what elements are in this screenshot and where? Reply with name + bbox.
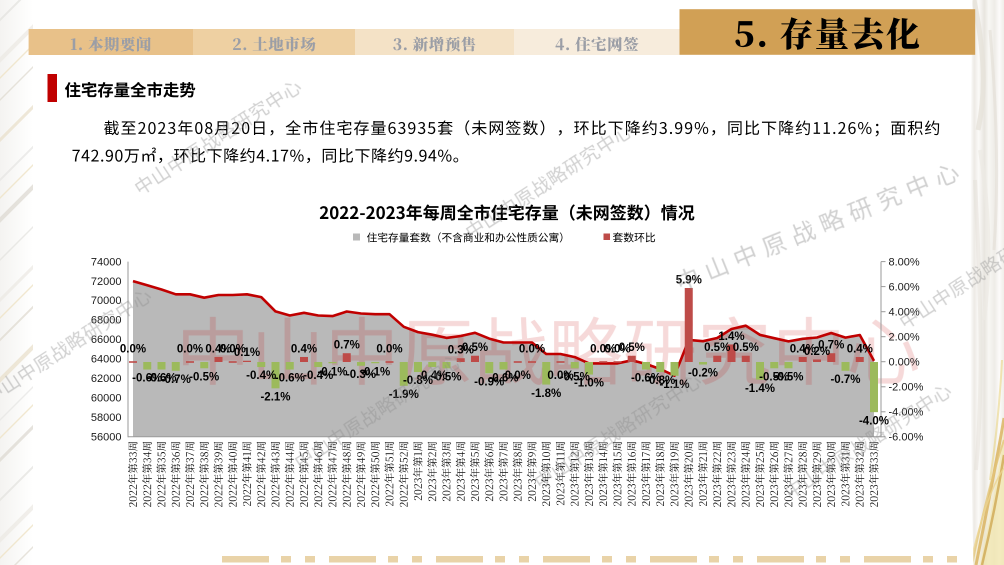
svg-text:62000: 62000 [91,373,122,385]
svg-text:-0.8%: -0.8% [645,375,675,387]
svg-text:-4.00%: -4.00% [889,407,924,419]
svg-text:-0.6%: -0.6% [132,373,162,385]
svg-text:0.0%: 0.0% [590,344,616,356]
svg-text:0.4%: 0.4% [205,344,231,356]
svg-text:0.0%: 0.0% [604,344,630,356]
svg-text:-0.5%: -0.5% [431,372,461,384]
svg-text:-2.1%: -2.1% [260,392,290,404]
svg-text:64000: 64000 [91,354,122,366]
svg-text:-0.8%: -0.8% [403,375,433,387]
svg-text:0.00%: 0.00% [889,356,920,368]
svg-text:-0.2%: -0.2% [688,368,718,380]
svg-text:0.2%: 0.2% [804,346,830,358]
svg-text:-0.3%: -0.3% [346,369,376,381]
svg-text:0.5%: 0.5% [462,342,488,354]
svg-text:0.0%: 0.0% [505,370,531,382]
svg-text:-2.00%: -2.00% [889,381,924,393]
svg-text:1.4%: 1.4% [718,331,744,343]
svg-text:-0.4%: -0.4% [246,370,276,382]
svg-text:0.4%: 0.4% [291,344,317,356]
svg-text:-4.0%: -4.0% [859,415,889,427]
svg-text:-0.6%: -0.6% [631,373,661,385]
svg-text:66000: 66000 [91,334,122,346]
svg-text:-1.0%: -1.0% [574,378,604,390]
svg-text:0.5%: 0.5% [733,342,759,354]
svg-text:74000: 74000 [91,256,122,268]
svg-text:0.0%: 0.0% [547,370,573,382]
svg-text:0.7%: 0.7% [818,340,844,352]
svg-text:-0.6%: -0.6% [146,373,176,385]
svg-text:6.00%: 6.00% [889,281,920,293]
svg-text:0.7%: 0.7% [334,340,360,352]
svg-text:-0.5%: -0.5% [759,372,789,384]
svg-text:60000: 60000 [91,393,122,405]
svg-text:8.00%: 8.00% [889,256,920,268]
svg-text:-0.5%: -0.5% [773,372,803,384]
svg-text:-0.4%: -0.4% [303,370,333,382]
svg-text:0.0%: 0.0% [177,344,203,356]
svg-text:0.0%: 0.0% [376,344,402,356]
svg-text:-0.6%: -0.6% [488,373,518,385]
svg-text:-0.1%: -0.1% [317,367,347,379]
svg-text:-1.4%: -1.4% [745,383,775,395]
svg-text:-0.6%: -0.6% [275,373,305,385]
svg-text:0.0%: 0.0% [519,344,545,356]
svg-text:-0.1%: -0.1% [360,367,390,379]
svg-text:0.5%: 0.5% [704,342,730,354]
svg-text:0.0%: 0.0% [120,344,146,356]
svg-text:72000: 72000 [91,276,122,288]
svg-text:-0.9%: -0.9% [474,377,504,389]
svg-text:-0.5%: -0.5% [560,372,590,384]
svg-text:2.00%: 2.00% [889,331,920,343]
svg-text:68000: 68000 [91,315,122,327]
svg-text:-0.7%: -0.7% [161,374,191,386]
svg-text:56000: 56000 [91,432,122,444]
svg-text:-1.1%: -1.1% [659,379,689,391]
svg-text:-1.8%: -1.8% [531,388,561,400]
svg-text:0.3%: 0.3% [448,345,474,357]
svg-text:58000: 58000 [91,412,122,424]
svg-text:-0.7%: -0.7% [830,374,860,386]
svg-text:0.4%: 0.4% [847,344,873,356]
svg-text:0.1%: 0.1% [234,347,260,359]
svg-text:70000: 70000 [91,295,122,307]
svg-text:0.0%: 0.0% [220,344,246,356]
svg-text:-6.00%: -6.00% [889,432,924,444]
svg-text:0.5%: 0.5% [619,342,645,354]
svg-text:-0.5%: -0.5% [189,372,219,384]
svg-text:0.4%: 0.4% [790,344,816,356]
